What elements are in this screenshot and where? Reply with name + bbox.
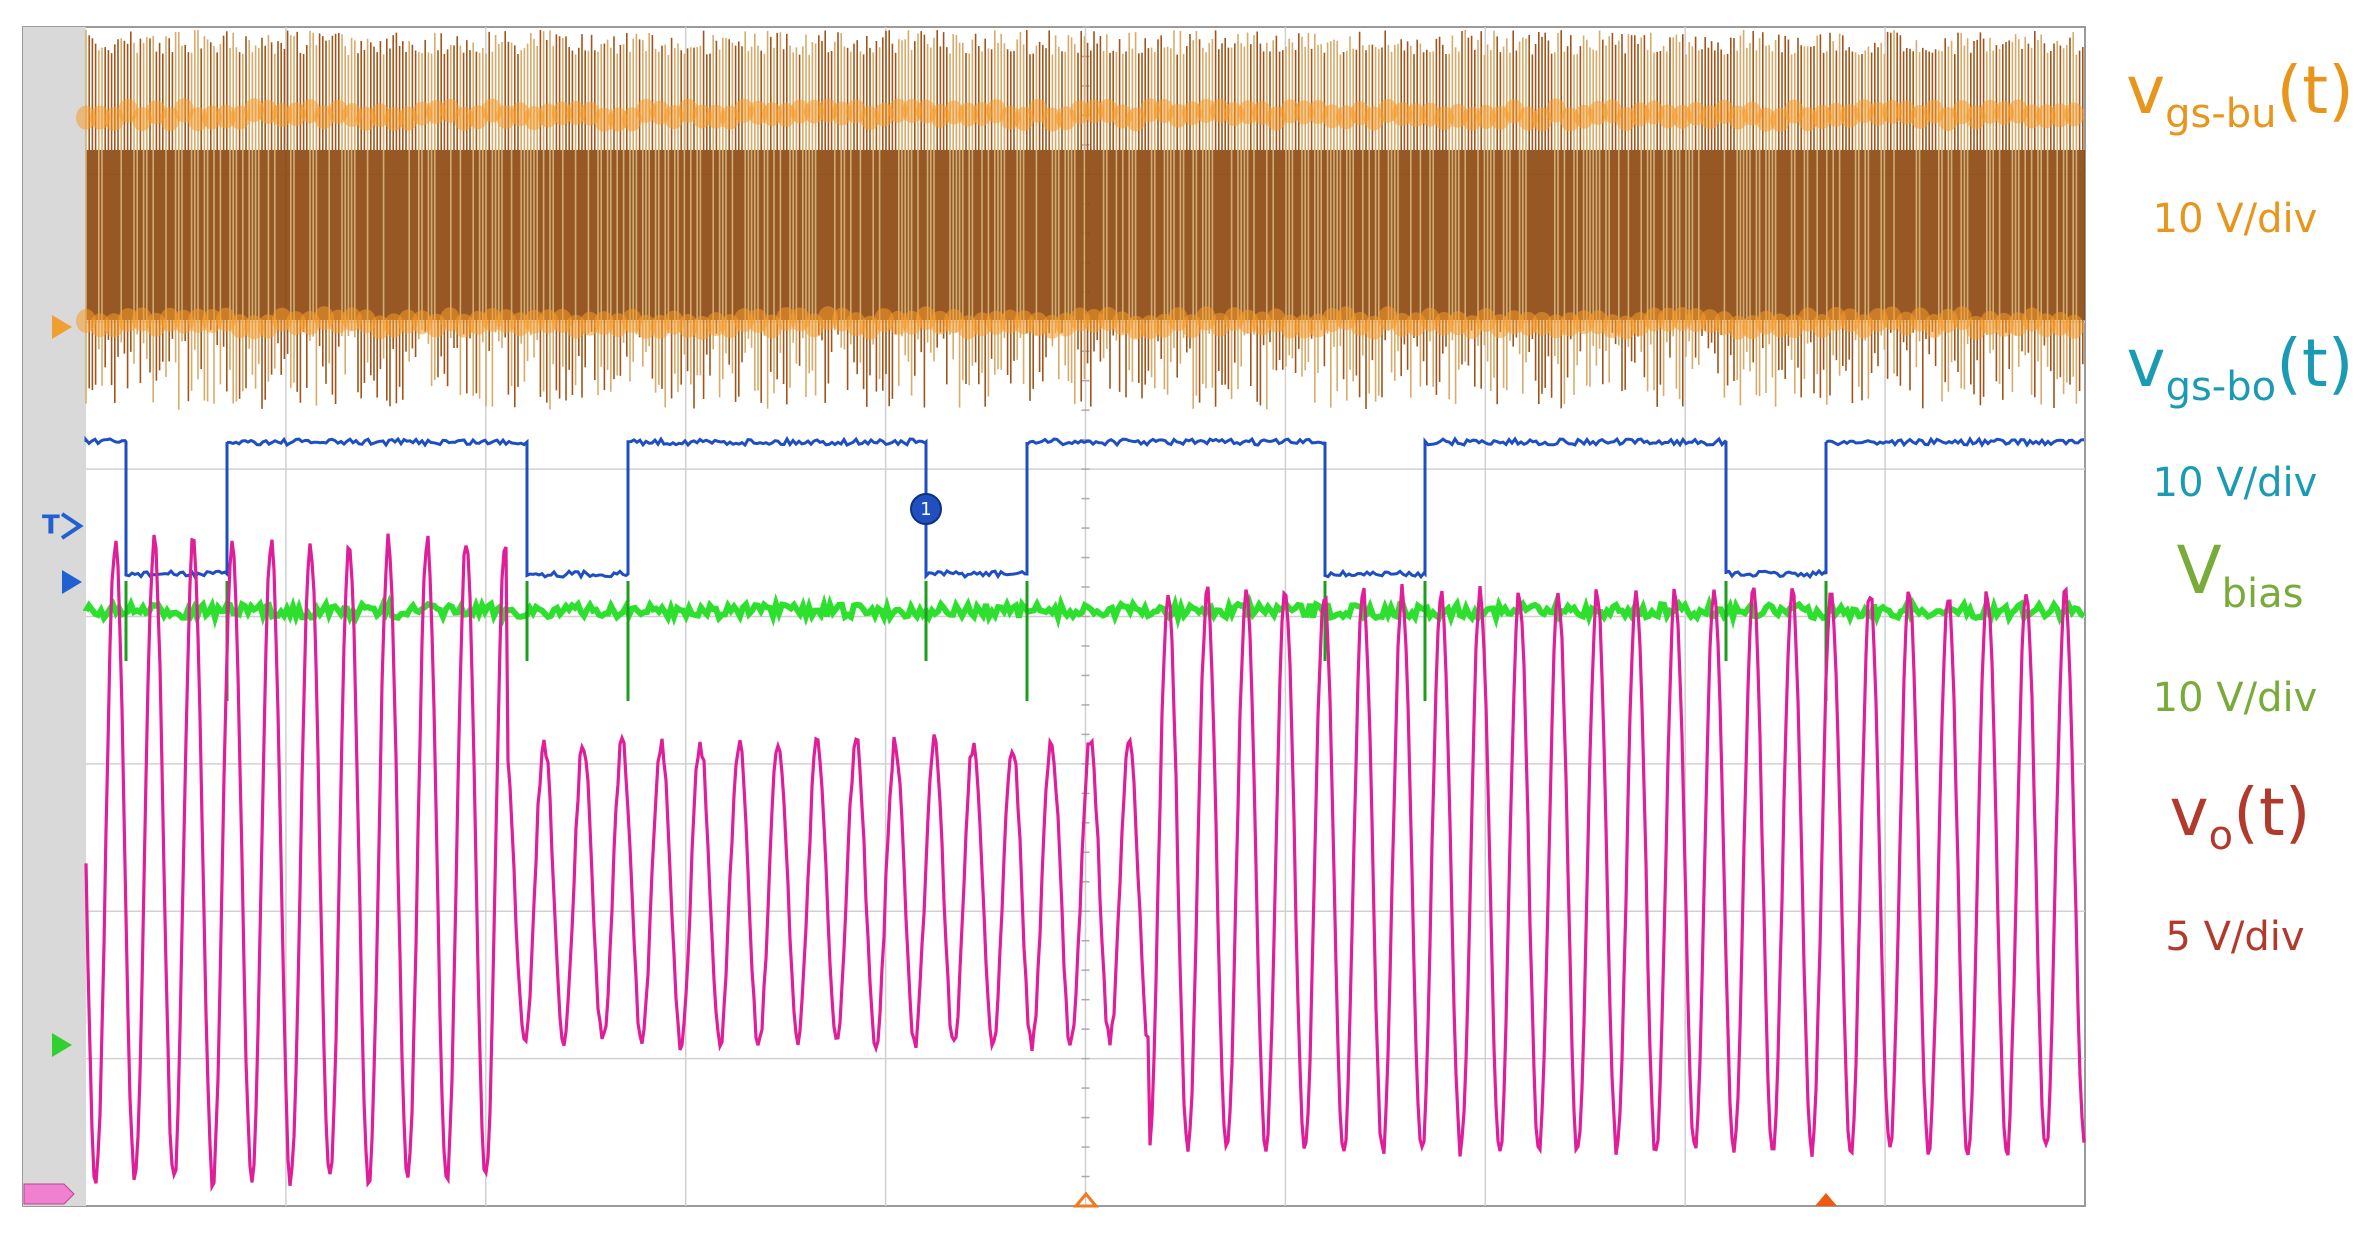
trigger-arrow (60, 512, 84, 540)
gate-level (1882, 99, 1902, 124)
gate-level (734, 308, 754, 333)
channel-scale: 10 V/div (2153, 675, 2318, 721)
gate-level (1756, 107, 1776, 132)
left-strip (23, 27, 86, 1206)
gate-level (1658, 104, 1678, 129)
ch3-marker (62, 570, 82, 594)
channel-name: Vbias (2176, 532, 2303, 617)
gate-level (608, 107, 628, 132)
gate-level (902, 98, 922, 123)
gate-level (2064, 314, 2084, 339)
suffix: (t) (2233, 774, 2310, 851)
gate-level (118, 308, 138, 333)
gate-level (888, 310, 908, 335)
gate-level (1406, 103, 1426, 128)
ch1-marker (52, 315, 72, 339)
gate-level (594, 107, 614, 132)
gate-level (1084, 99, 1104, 124)
channel-name: vgs-bu(t) (2126, 52, 2354, 137)
gate-level (1126, 315, 1146, 340)
gate-level (888, 98, 908, 123)
gate-level (1196, 98, 1216, 123)
time-origin-marker (1072, 1191, 1100, 1208)
channel-marker (23, 1183, 75, 1205)
gate-level (580, 311, 600, 336)
gate-level (2022, 104, 2042, 129)
subscript: o (2209, 813, 2233, 859)
waveforms (76, 30, 2086, 1193)
gate-level (762, 102, 782, 127)
gate-level (1238, 100, 1258, 125)
symbol: V (2176, 532, 2221, 609)
cursor-marker (910, 493, 942, 525)
suffix: (t) (2276, 325, 2353, 402)
trigger-position-marker (1815, 1193, 1837, 1206)
channel-name: vo(t) (2170, 774, 2311, 859)
gate-level (1574, 310, 1594, 335)
gate-level (1658, 307, 1678, 332)
gate-level (790, 99, 810, 124)
gate-level (384, 106, 404, 131)
gate-level (2064, 102, 2084, 127)
channel-name: vgs-bo(t) (2127, 325, 2354, 410)
gate-level (636, 314, 656, 339)
gate-level (90, 313, 110, 338)
ch2-marker (52, 1033, 72, 1057)
gate-level (552, 101, 572, 126)
trigger-label: T (42, 511, 60, 541)
gate-level (566, 100, 586, 125)
gate-level (538, 309, 558, 334)
gate-level (776, 307, 796, 332)
gate-level (188, 308, 208, 333)
cursor-label: 1 (920, 499, 931, 520)
gate-level (286, 311, 306, 336)
gate-level (1518, 311, 1538, 336)
gate-level (524, 309, 544, 334)
gate-level (1294, 100, 1314, 125)
channel-scale: 10 V/div (2153, 460, 2318, 506)
gate-level (1994, 312, 2014, 337)
gate-bo-trace (84, 435, 2085, 580)
gate-level (76, 105, 96, 130)
gate-level (1728, 315, 1748, 340)
symbol: v (2170, 774, 2209, 851)
channel-scale: 10 V/div (2153, 196, 2318, 242)
output-trace (84, 533, 2086, 1193)
markers: T 1 (23, 315, 1837, 1208)
gate-level (1140, 98, 1160, 123)
symbol: v (2127, 325, 2166, 402)
gate-level (692, 104, 712, 129)
subscript: gs-bo (2166, 364, 2277, 410)
suffix: (t) (2277, 52, 2354, 129)
gate-level (958, 102, 978, 127)
gate-level (1392, 312, 1412, 337)
subscript: gs-bu (2165, 91, 2276, 137)
channel-scale: 5 V/div (2165, 914, 2304, 960)
subscript: bias (2222, 571, 2304, 617)
gate-level (1280, 314, 1300, 339)
gate-level (1644, 307, 1664, 332)
gate-level (1000, 309, 1020, 334)
symbol: v (2126, 52, 2165, 129)
